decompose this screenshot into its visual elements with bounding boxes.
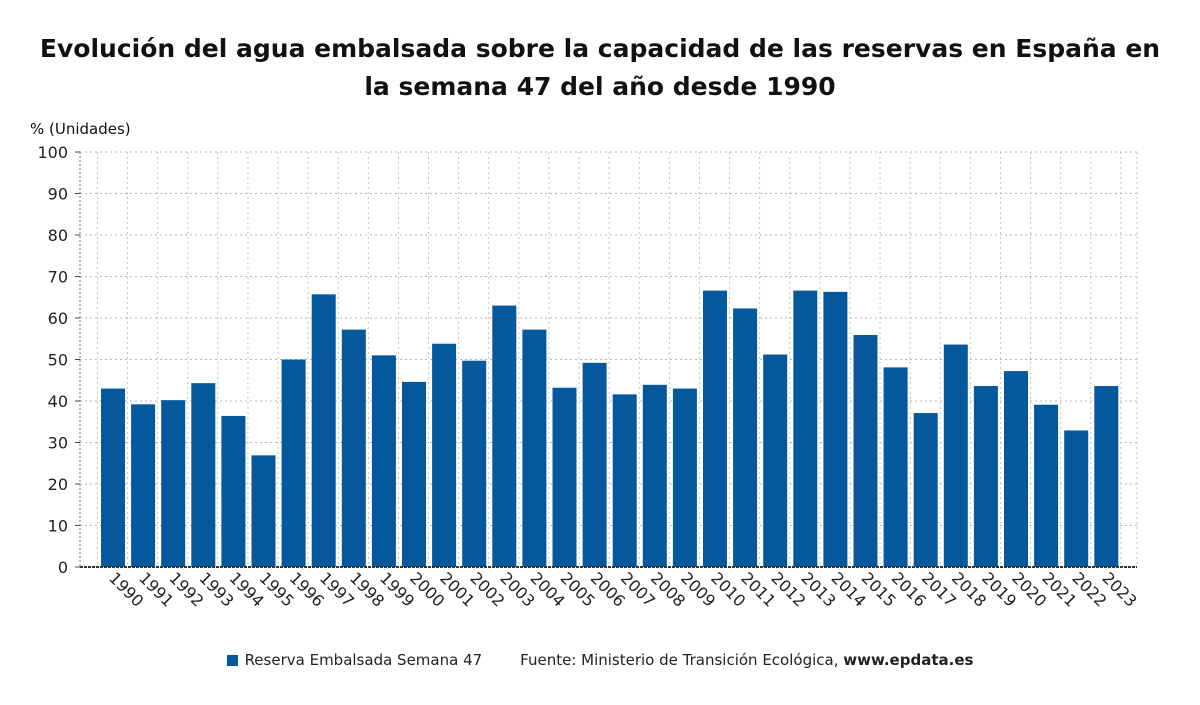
bar <box>341 329 366 567</box>
y-tick-label: 60 <box>48 309 68 328</box>
y-tick-label: 20 <box>48 475 68 494</box>
bar <box>402 381 426 567</box>
y-tick-label: 90 <box>48 185 68 204</box>
x-tick-label: 2023 <box>1098 568 1140 610</box>
bar <box>823 291 848 567</box>
bar <box>672 388 697 567</box>
bar <box>191 383 216 567</box>
bar <box>131 404 156 567</box>
bar <box>642 384 667 567</box>
y-tick-label: 40 <box>48 392 68 411</box>
legend-label: Reserva Embalsada Semana 47 <box>244 651 483 669</box>
y-tick-label: 30 <box>48 434 68 453</box>
y-tick-label: 10 <box>48 517 68 536</box>
bar <box>1094 386 1119 567</box>
y-tick-label: 0 <box>58 558 68 577</box>
bar <box>251 455 276 567</box>
legend-swatch <box>226 654 238 666</box>
bar <box>733 308 758 567</box>
chart-title: Evolución del agua embalsada sobre la ca… <box>39 34 1161 101</box>
bar <box>943 344 968 567</box>
bar <box>793 290 818 567</box>
bar <box>582 362 607 567</box>
bar <box>221 415 246 567</box>
source-text: Fuente: Ministerio de Transición Ecológi… <box>520 651 839 669</box>
y-tick-label: 70 <box>48 268 68 287</box>
bar <box>462 360 487 567</box>
bar <box>913 413 938 567</box>
bar <box>161 400 186 567</box>
bar <box>552 387 577 567</box>
bar <box>281 359 306 567</box>
bar <box>612 394 637 567</box>
bar <box>492 305 517 567</box>
bar <box>703 290 727 567</box>
bar <box>311 294 336 567</box>
bar <box>883 367 908 567</box>
bar <box>522 329 547 567</box>
bar <box>432 343 457 567</box>
y-tick-label: 100 <box>37 143 68 162</box>
legend: Reserva Embalsada Semana 47 <box>226 651 483 669</box>
bar <box>853 335 878 567</box>
bar <box>973 386 998 567</box>
y-tick-label: 50 <box>48 351 68 370</box>
y-axis-label: % (Unidades) <box>30 120 131 138</box>
y-tick-label: 80 <box>48 226 68 245</box>
bar <box>1034 404 1059 567</box>
bar-chart: 0102030405060708090100199019911992199319… <box>37 143 1140 611</box>
chart-footer: Reserva Embalsada Semana 47 Fuente: Mini… <box>0 651 1200 669</box>
bar <box>1064 430 1089 567</box>
source-note: Fuente: Ministerio de Transición Ecológi… <box>520 651 973 669</box>
source-url[interactable]: www.epdata.es <box>843 651 974 669</box>
bar <box>1004 371 1028 567</box>
bar <box>371 355 396 567</box>
bar <box>101 388 125 567</box>
bar <box>763 354 788 567</box>
